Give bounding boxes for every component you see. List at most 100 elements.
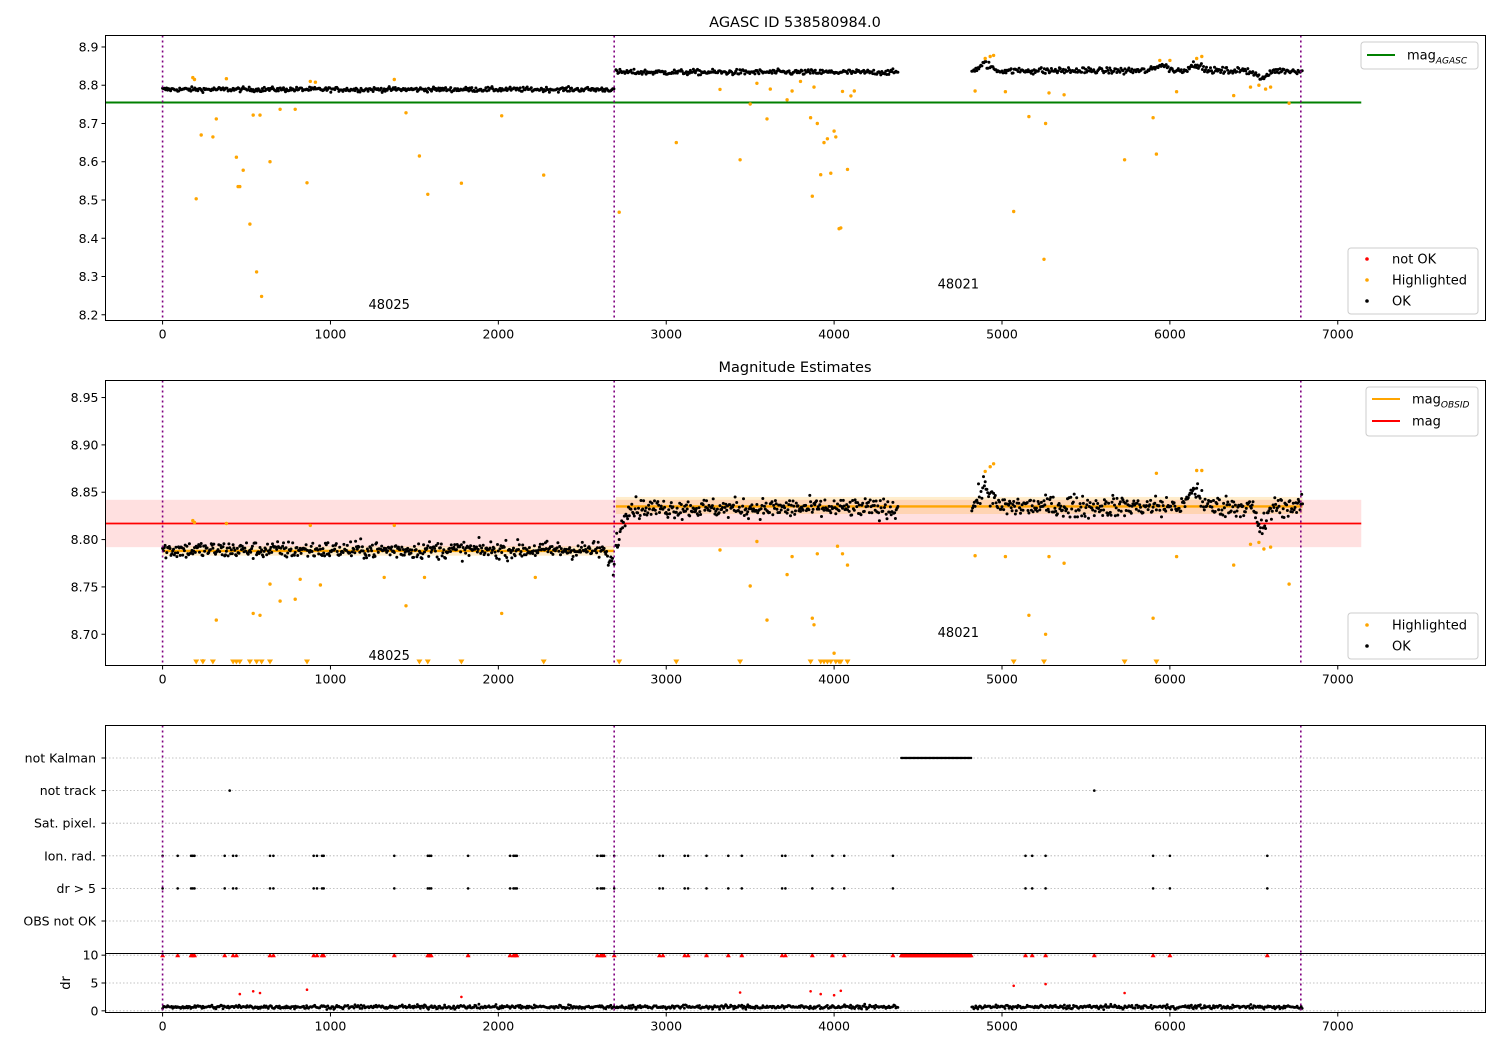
ok-point [1190, 491, 1194, 495]
ok-point [476, 547, 480, 551]
ok-point [1053, 506, 1057, 510]
highlighted-point [1151, 116, 1155, 120]
ok-point [1222, 501, 1226, 505]
category-label: not track [40, 783, 97, 798]
ok-point [222, 542, 226, 546]
ok-point [879, 506, 883, 510]
ok-point [820, 515, 823, 518]
ok-point [318, 544, 322, 548]
ok-point [822, 508, 826, 512]
offscale-marker [540, 659, 547, 665]
y-tick-label: 8.7 [79, 116, 99, 131]
ok-point [1136, 499, 1140, 503]
ok-point [983, 480, 987, 484]
highlighted-point [278, 599, 282, 603]
ok-point [1199, 504, 1203, 508]
ok-point [1141, 1006, 1145, 1010]
offscale-marker [304, 659, 310, 665]
ok-point [460, 559, 464, 563]
x-tick-label: 7000 [1322, 1019, 1354, 1034]
ok-point [630, 502, 634, 506]
ok-point [1116, 513, 1120, 517]
outlier-point [251, 990, 255, 993]
ok-point [219, 543, 222, 547]
ok-point [234, 554, 238, 558]
ok-point [758, 518, 762, 521]
ok-point [893, 511, 897, 515]
x-tick-label: 4000 [818, 327, 850, 342]
ok-point [354, 539, 358, 543]
highlighted-point [1158, 58, 1162, 63]
ok-point [400, 1003, 404, 1007]
ok-point [666, 515, 670, 519]
ok-point [1177, 506, 1181, 510]
clipped-marker [314, 952, 320, 958]
highlighted-point [840, 552, 845, 556]
highlighted-point [810, 616, 814, 620]
ok-point [282, 541, 285, 545]
ok-point [1244, 69, 1248, 73]
clipped-marker [601, 952, 607, 958]
highlighted-point [248, 222, 252, 226]
highlighted-point [268, 160, 272, 164]
ok-point [697, 506, 701, 510]
highlighted-point [815, 121, 819, 126]
ok-point [1225, 66, 1229, 69]
ok-point [321, 547, 325, 551]
highlighted-point [259, 294, 264, 299]
ok-point [1056, 69, 1060, 73]
ok-point [770, 500, 774, 504]
ok-point [1010, 509, 1014, 513]
legend-marker-swatch [1365, 278, 1369, 282]
ok-point [1276, 499, 1280, 502]
ok-point [1047, 510, 1051, 514]
clipped-marker [657, 952, 662, 958]
ok-point [1072, 492, 1076, 496]
ok-point [1154, 508, 1158, 512]
ok-point [874, 499, 878, 503]
ok-point [1185, 70, 1189, 73]
ok-point [406, 546, 410, 550]
ok-point [289, 547, 293, 551]
ok-point [1172, 501, 1176, 505]
ok-point [794, 509, 797, 513]
ok-point [1026, 509, 1030, 512]
highlighted-point [298, 577, 302, 581]
ok-point [1267, 73, 1271, 77]
ok-point [1123, 514, 1127, 518]
clipped-marker [1023, 952, 1028, 958]
highlighted-point [1027, 114, 1031, 119]
highlighted-point [1174, 90, 1179, 94]
ok-point [1083, 514, 1087, 518]
ok-point [1034, 506, 1038, 510]
ok-point [762, 504, 766, 508]
ok-point [606, 563, 610, 567]
ok-point [521, 543, 525, 547]
ok-point [1003, 498, 1006, 502]
flag-event [842, 887, 846, 890]
ok-point [392, 551, 396, 554]
ok-point [1246, 67, 1250, 71]
ok-point [412, 544, 416, 548]
flag-event [1168, 887, 1172, 890]
flag-event [466, 887, 470, 890]
ok-point [1087, 516, 1090, 520]
ok-point [882, 497, 886, 501]
flag-event [602, 887, 606, 890]
ok-point [1078, 502, 1082, 506]
ok-point [1146, 508, 1150, 512]
ok-point [268, 548, 272, 552]
ok-point [1046, 507, 1050, 511]
x-tick-label: 2000 [482, 672, 514, 687]
ok-point [240, 544, 244, 548]
ok-point [1096, 502, 1100, 505]
obsid-label: 48025 [369, 298, 410, 313]
ok-point [1212, 499, 1215, 502]
ok-point [1267, 509, 1271, 513]
y-tick-label: 8.6 [79, 154, 99, 169]
ok-point [568, 89, 571, 93]
ok-point [518, 552, 522, 556]
ok-point [320, 554, 324, 557]
ok-point [1017, 66, 1021, 70]
ok-point [220, 553, 224, 557]
